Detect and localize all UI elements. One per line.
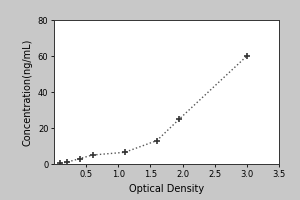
X-axis label: Optical Density: Optical Density (129, 184, 204, 194)
Y-axis label: Concentration(ng/mL): Concentration(ng/mL) (22, 38, 32, 146)
